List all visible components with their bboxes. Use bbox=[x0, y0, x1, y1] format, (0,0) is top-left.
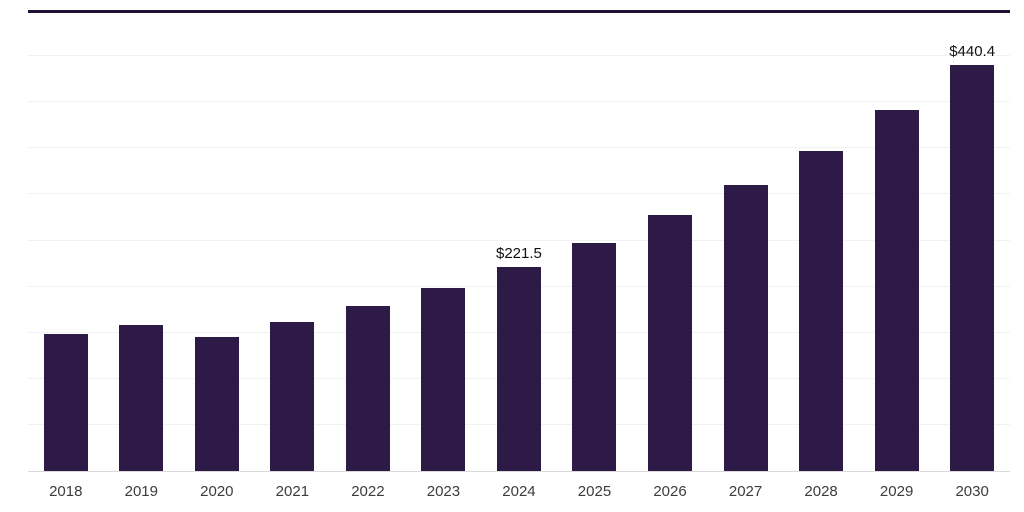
gridline bbox=[28, 55, 1010, 57]
bar-2029 bbox=[874, 109, 919, 471]
gridline bbox=[28, 101, 1010, 103]
x-tick-2022: 2022 bbox=[351, 483, 385, 500]
bar-2028 bbox=[799, 150, 844, 471]
bar-column-2026 bbox=[632, 10, 708, 471]
bar-2019 bbox=[119, 325, 164, 471]
gridline bbox=[28, 239, 1010, 241]
bar-column-2030: $440.4 bbox=[934, 10, 1010, 471]
x-tick-2019: 2019 bbox=[124, 483, 158, 500]
x-axis-labels: 2018 2019 2020 2021 2022 2023 2024 2025 2026 2027… bbox=[28, 483, 1010, 503]
bar-2026 bbox=[648, 215, 693, 471]
gridline bbox=[28, 147, 1010, 149]
bar-2024 bbox=[496, 266, 541, 471]
bar-2021 bbox=[270, 322, 315, 471]
x-tick-2029: 2029 bbox=[879, 483, 914, 500]
bar-column-2018 bbox=[28, 10, 104, 471]
plot-top-border bbox=[28, 10, 1010, 13]
x-tick-2028: 2028 bbox=[804, 483, 838, 500]
bar-column-2019 bbox=[104, 10, 180, 471]
bar-2020 bbox=[194, 336, 239, 471]
bar-2027 bbox=[723, 185, 768, 471]
bar-2018 bbox=[43, 333, 88, 471]
x-tick-2021: 2021 bbox=[275, 483, 310, 500]
bar-column-2021 bbox=[255, 10, 331, 471]
x-tick-2027: 2027 bbox=[728, 483, 763, 500]
x-tick-2030: 2030 bbox=[955, 483, 989, 500]
bar-2023 bbox=[421, 287, 466, 471]
gridline bbox=[28, 193, 1010, 195]
bar-2025 bbox=[572, 242, 617, 471]
bar-column-2027 bbox=[708, 10, 784, 471]
bar-column-2028 bbox=[783, 10, 859, 471]
x-tick-2023: 2023 bbox=[426, 483, 461, 500]
bar-2030 bbox=[950, 64, 995, 471]
bar-column-2023 bbox=[406, 10, 482, 471]
bar-2022 bbox=[345, 306, 390, 471]
x-tick-2024: 2024 bbox=[502, 483, 536, 500]
plot-area: $221.5 $440.4 bbox=[28, 10, 1010, 472]
x-tick-2025: 2025 bbox=[577, 483, 612, 500]
bar-column-2020 bbox=[179, 10, 255, 471]
data-label-2030: $440.4 bbox=[949, 42, 996, 60]
data-label-2024: $221.5 bbox=[496, 244, 542, 262]
bar-column-2025 bbox=[557, 10, 633, 471]
bar-column-2029 bbox=[859, 10, 935, 471]
bars-container: $221.5 $440.4 bbox=[28, 10, 1010, 471]
x-tick-2020: 2020 bbox=[200, 483, 234, 500]
x-tick-2018: 2018 bbox=[49, 483, 83, 500]
bar-column-2022 bbox=[330, 10, 406, 471]
bar-column-2024: $221.5 bbox=[481, 10, 557, 471]
x-tick-2026: 2026 bbox=[653, 483, 687, 500]
